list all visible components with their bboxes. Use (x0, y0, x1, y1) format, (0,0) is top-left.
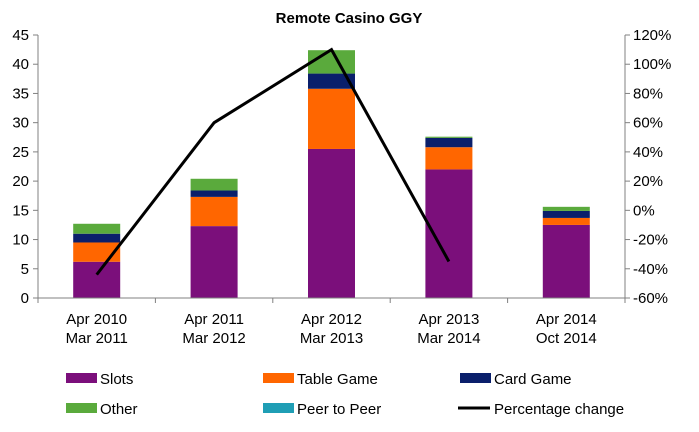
x-tick-label: Apr 2010 Mar 2011 (66, 311, 128, 347)
left-tick-label: 40 (12, 56, 29, 73)
x-tick-label-line: Apr 2013 (418, 311, 479, 328)
left-tick-label: 25 (12, 144, 29, 161)
bars-layer (73, 50, 590, 298)
bar-card-game-4 (542, 210, 590, 218)
x-tick-label: Apr 2014 Oct 2014 (536, 311, 597, 347)
x-tick-label-line: Mar 2011 (66, 330, 128, 347)
left-tick-label: 35 (12, 85, 29, 102)
legend-label-slots: Slots (100, 371, 133, 388)
right-tick-label: 0% (633, 202, 655, 219)
x-tick-label-line: Apr 2012 (301, 311, 362, 328)
legend-swatch-peer-to-peer (263, 403, 294, 413)
right-tick-label: 80% (633, 85, 663, 102)
legend-swatch-slots (66, 373, 97, 383)
bar-slots-1 (190, 226, 238, 298)
legend-label-table-game: Table Game (297, 371, 378, 388)
x-tick-label-line: Mar 2013 (300, 330, 363, 347)
legend-label-peer-to-peer: Peer to Peer (297, 401, 381, 418)
bar-other-1 (190, 178, 238, 191)
right-tick-label: 40% (633, 144, 663, 161)
bar-table-game-3 (425, 147, 473, 170)
line-layer (95, 47, 451, 276)
axes-layer: 0 5 10 15 20 25 30 35 40 45 -60% -40% -20% 0% 20% 40% 60… (12, 27, 671, 347)
x-tick-label: Apr 2013 Mar 2014 (417, 311, 480, 347)
chart-title: Remote Casino GGY (276, 10, 423, 27)
left-tick-label: 30 (12, 115, 29, 132)
right-tick-label: 120% (633, 27, 671, 44)
legend-swatch-other (66, 403, 97, 413)
bar-other-0 (73, 223, 121, 234)
left-tick-label: 15 (12, 202, 29, 219)
legend-swatch-card-game (460, 373, 491, 383)
x-tick-label-line: Apr 2014 (536, 311, 597, 328)
bar-other-2 (308, 50, 355, 74)
percentage-change-line (95, 47, 451, 276)
bar-table-game-4 (542, 217, 590, 225)
bar-card-game-3 (425, 137, 473, 148)
legend-swatch-table-game (263, 373, 294, 383)
bar-card-game-1 (190, 190, 238, 197)
legend-label-percentage-change: Percentage change (494, 401, 624, 418)
bar-card-game-0 (73, 233, 121, 243)
bar-slots-0 (73, 261, 121, 298)
x-tick-label: Apr 2012 Mar 2013 (300, 311, 363, 347)
right-tick-label: 20% (633, 173, 663, 190)
x-tick-label-line: Oct 2014 (536, 330, 597, 347)
legend-label-other: Other (100, 401, 138, 418)
right-tick-label: 60% (633, 115, 663, 132)
right-tick-label: -20% (633, 232, 668, 249)
x-tick-label-line: Apr 2011 (184, 311, 244, 328)
bar-slots-2 (308, 148, 355, 298)
x-tick-label-line: Apr 2010 (66, 311, 127, 328)
bar-table-game-1 (190, 196, 238, 227)
bar-table-game-0 (73, 242, 121, 262)
bar-card-game-2 (308, 73, 355, 89)
right-tick-label: -60% (633, 290, 668, 307)
right-tick-label: -40% (633, 261, 668, 278)
bar-slots-4 (542, 224, 590, 298)
left-tick-label: 45 (12, 27, 29, 44)
bar-other-3 (425, 136, 473, 138)
left-tick-label: 5 (21, 261, 29, 278)
left-tick-label: 10 (12, 232, 29, 249)
x-tick-label: Apr 2011 Mar 2012 (182, 311, 245, 347)
left-tick-label: 20 (12, 173, 29, 190)
x-tick-label-line: Mar 2012 (182, 330, 245, 347)
bar-table-game-2 (308, 88, 355, 149)
legend-label-card-game: Card Game (494, 371, 572, 388)
x-tick-label-line: Mar 2014 (417, 330, 480, 347)
bar-other-4 (542, 206, 590, 211)
left-tick-label: 0 (21, 290, 29, 307)
right-tick-label: 100% (633, 56, 671, 73)
legend: Slots Table Game Card Game Other Peer to Pee… (66, 371, 624, 418)
